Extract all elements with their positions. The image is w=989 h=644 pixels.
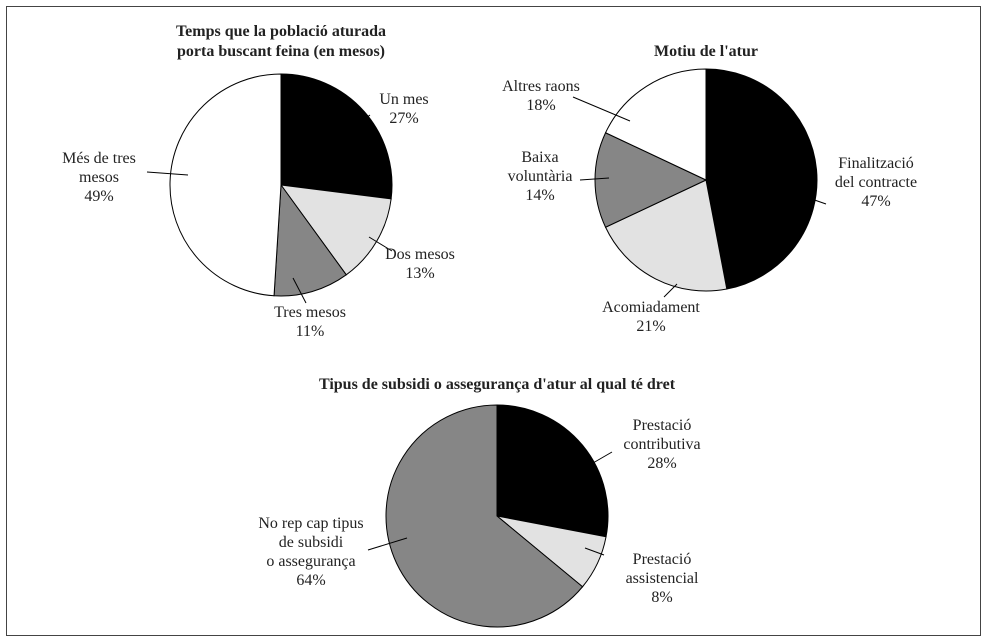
leader-line: [367, 537, 408, 551]
slice-label-line: Prestació: [633, 417, 692, 434]
slice-value: 11%: [296, 323, 325, 340]
slice-label-line: Baixa: [521, 149, 558, 166]
pie-slice-no-rep-cap-tipus-de-subsidi-o-asseguranca: [385, 404, 584, 628]
slice-label-line: Finalització: [838, 155, 914, 172]
leader-line: [368, 236, 393, 252]
leader-line: [579, 177, 610, 181]
chart-title: Tipus de subsidi o assegurança d'atur al…: [319, 376, 676, 393]
pie-slice-tres-mesos: [273, 183, 347, 297]
pie-chart-job-search-time: Temps que la població aturada porta busca…: [62, 23, 455, 340]
pie-slice-acomiadament: [604, 179, 728, 292]
slice-label-altres-raons: Altres raons 18%: [502, 78, 580, 114]
chart-title: Temps que la població aturada porta busca…: [176, 23, 386, 60]
slice-value: 14%: [525, 187, 554, 204]
slice-value: 47%: [861, 193, 890, 210]
leader-line: [352, 114, 371, 129]
slice-label-line: voluntària: [508, 168, 573, 185]
leader-line: [584, 547, 605, 556]
slice-label-line: del contracte: [835, 174, 917, 191]
slice-label-line: Acomiadament: [602, 299, 700, 316]
slice-label-un-mes: Un mes 27%: [379, 91, 428, 127]
slice-label-line: o assegurança: [266, 553, 355, 570]
slice-label-no-rep-cap-tipus-de-subsidi-o-asseguranca: No rep cap tipus de subsidi o assegurança 6…: [258, 515, 363, 589]
chart-title-line: porta buscant feina (en mesos): [177, 43, 385, 60]
pie-chart-benefit-type: Tipus de subsidi o assegurança d'atur al…: [258, 376, 701, 628]
slice-label-mes-de-tres-mesos: Més de tres mesos 49%: [62, 150, 136, 205]
chart-title-line: Temps que la població aturada: [176, 23, 386, 40]
slice-label-dos-mesos: Dos mesos 13%: [385, 246, 455, 282]
pie-slice-un-mes: [280, 73, 393, 200]
slice-label-line: Dos mesos: [385, 246, 455, 263]
slice-label-finalitzacio-del-contracte: Finalització del contracte 47%: [835, 155, 917, 210]
slice-value: 21%: [636, 318, 665, 335]
pie-slice-prestacio-contributiva: [496, 404, 609, 538]
slice-label-prestacio-contributiva: Prestació contributiva 28%: [623, 417, 700, 472]
slice-label-line: contributiva: [623, 436, 700, 453]
slice-label-line: Altres raons: [502, 78, 580, 95]
slice-label-line: Un mes: [379, 91, 428, 108]
pie-chart-unemployment-reason: Motiu de l'atur Finalització del contracte…: [502, 43, 917, 335]
leader-line: [663, 283, 678, 298]
slice-value: 64%: [296, 572, 325, 589]
slice-label-baixa-voluntaria: Baixa voluntària 14%: [508, 149, 573, 204]
chart-title-line: Motiu de l'atur: [654, 43, 758, 60]
slice-label-line: assistencial: [626, 570, 699, 587]
slice-label-line: Prestació: [633, 551, 692, 568]
slice-label-line: Tres mesos: [274, 304, 346, 321]
slice-label-prestacio-assistencial: Prestació assistencial 8%: [626, 551, 699, 606]
slice-value: 49%: [84, 188, 113, 205]
slice-value: 27%: [389, 110, 418, 127]
pie-slice-altres-raons: [604, 68, 707, 181]
chart-title-line: Tipus de subsidi o assegurança d'atur al…: [319, 376, 676, 393]
slice-value: 13%: [405, 265, 434, 282]
slice-label-tres-mesos: Tres mesos 11%: [274, 304, 346, 340]
slice-value: 28%: [647, 455, 676, 472]
slice-value: 18%: [526, 97, 555, 114]
leader-line: [805, 196, 827, 205]
slice-label-line: mesos: [79, 169, 119, 186]
pie-slice-mes-de-tres-mesos: [169, 73, 282, 297]
leader-line: [146, 171, 189, 176]
leader-line: [292, 277, 307, 304]
leader-line: [592, 451, 613, 464]
leader-line: [572, 96, 631, 122]
slice-label-acomiadament: Acomiadament 21%: [602, 299, 700, 335]
slice-label-line: No rep cap tipus: [258, 515, 363, 532]
chart-title: Motiu de l'atur: [654, 43, 758, 60]
slice-label-line: de subsidi: [279, 534, 344, 551]
slice-value: 8%: [651, 589, 672, 606]
slice-label-line: Més de tres: [62, 150, 136, 167]
pie-slice-finalitzacio-del-contracte: [705, 68, 818, 290]
pie-slice-baixa-voluntaria: [594, 132, 708, 228]
